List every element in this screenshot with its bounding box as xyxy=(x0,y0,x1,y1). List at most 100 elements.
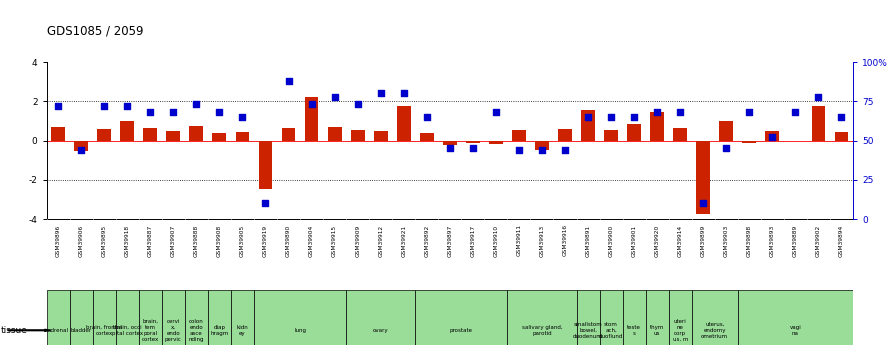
Text: GSM39896: GSM39896 xyxy=(56,225,61,257)
Point xyxy=(811,94,825,99)
Text: GSM39902: GSM39902 xyxy=(816,225,821,257)
Bar xyxy=(512,130,526,141)
Text: brain,
tem
poral
cortex: brain, tem poral cortex xyxy=(142,319,159,342)
Text: teste
s: teste s xyxy=(627,325,641,336)
Text: GSM39898: GSM39898 xyxy=(746,225,752,257)
Bar xyxy=(834,132,849,141)
Text: GSM39901: GSM39901 xyxy=(632,225,637,257)
Text: brain, frontal
cortex: brain, frontal cortex xyxy=(86,325,122,336)
Bar xyxy=(231,290,254,345)
Text: GSM39912: GSM39912 xyxy=(378,225,383,257)
Text: smallstom
bowel,
duodenum: smallstom bowel, duodenum xyxy=(573,322,603,338)
Bar xyxy=(208,290,231,345)
Point xyxy=(281,78,296,84)
Point xyxy=(719,146,734,151)
Bar xyxy=(668,290,692,345)
Point xyxy=(443,146,457,151)
Text: GSM39892: GSM39892 xyxy=(424,225,429,257)
Bar xyxy=(74,141,88,151)
Text: GSM39889: GSM39889 xyxy=(793,225,798,257)
Text: uteri
ne
corp
us, m: uteri ne corp us, m xyxy=(673,319,688,342)
Bar xyxy=(627,124,641,141)
Point xyxy=(189,102,203,107)
Text: GDS1085 / 2059: GDS1085 / 2059 xyxy=(47,25,143,38)
Bar xyxy=(120,121,134,141)
Point xyxy=(350,102,365,107)
Bar xyxy=(604,130,618,141)
Bar xyxy=(415,290,507,345)
Point xyxy=(74,147,89,153)
Text: colon
endo
asce
nding: colon endo asce nding xyxy=(188,319,204,342)
Text: adrenal: adrenal xyxy=(47,328,69,333)
Bar xyxy=(558,129,572,141)
Text: GSM39897: GSM39897 xyxy=(447,225,452,257)
Point xyxy=(488,110,503,115)
Text: cervi
x,
endo
pervic: cervi x, endo pervic xyxy=(165,319,182,342)
Bar xyxy=(535,141,549,150)
Text: brain, occi
pital cortex: brain, occi pital cortex xyxy=(112,325,142,336)
Bar xyxy=(98,129,111,141)
Bar xyxy=(582,110,595,141)
Point xyxy=(788,110,803,115)
Bar xyxy=(507,290,576,345)
Bar xyxy=(719,121,733,141)
Text: GSM39906: GSM39906 xyxy=(79,225,83,257)
Bar xyxy=(397,106,410,141)
Text: GSM39887: GSM39887 xyxy=(148,225,153,257)
Text: GSM39920: GSM39920 xyxy=(655,225,659,257)
Text: stom
ach,
duoflund: stom ach, duoflund xyxy=(599,322,624,338)
Bar xyxy=(466,141,479,142)
Bar xyxy=(328,127,341,141)
Text: kidn
ey: kidn ey xyxy=(237,325,248,336)
Point xyxy=(650,110,664,115)
Bar xyxy=(167,131,180,141)
Point xyxy=(419,114,434,120)
Text: GSM39914: GSM39914 xyxy=(677,225,683,257)
Point xyxy=(166,110,180,115)
Text: GSM39909: GSM39909 xyxy=(355,225,360,257)
Bar xyxy=(51,127,65,141)
Text: bladder: bladder xyxy=(71,328,91,333)
Text: GSM39911: GSM39911 xyxy=(516,225,521,256)
Bar xyxy=(737,290,853,345)
Bar xyxy=(143,128,157,141)
Bar xyxy=(305,97,318,141)
Text: GSM39915: GSM39915 xyxy=(332,225,337,257)
Point xyxy=(512,147,526,153)
Text: lung: lung xyxy=(294,328,306,333)
Text: prostate: prostate xyxy=(450,328,473,333)
Text: GSM39895: GSM39895 xyxy=(101,225,107,257)
Text: ovary: ovary xyxy=(373,328,389,333)
Point xyxy=(258,200,272,206)
Bar xyxy=(254,290,346,345)
Text: GSM39907: GSM39907 xyxy=(171,225,176,257)
Text: GSM39921: GSM39921 xyxy=(401,225,406,257)
Bar xyxy=(489,141,503,144)
Bar xyxy=(646,290,668,345)
Bar xyxy=(139,290,162,345)
Text: GSM39888: GSM39888 xyxy=(194,225,199,257)
Point xyxy=(765,135,780,140)
Point xyxy=(397,91,411,96)
Point xyxy=(327,94,341,99)
Text: GSM39890: GSM39890 xyxy=(286,225,291,257)
Text: GSM39904: GSM39904 xyxy=(309,225,314,257)
Text: GSM39893: GSM39893 xyxy=(770,225,775,257)
Point xyxy=(305,102,319,107)
Point xyxy=(236,114,250,120)
Point xyxy=(120,103,134,109)
Bar xyxy=(599,290,623,345)
Bar xyxy=(185,290,208,345)
Text: thym
us: thym us xyxy=(650,325,664,336)
Bar xyxy=(281,128,296,141)
Point xyxy=(604,114,618,120)
Text: GSM39891: GSM39891 xyxy=(585,225,590,257)
Text: vagi
na: vagi na xyxy=(789,325,801,336)
Point xyxy=(834,114,849,120)
Text: GSM39916: GSM39916 xyxy=(563,225,567,256)
Bar xyxy=(116,290,139,345)
Bar xyxy=(692,290,737,345)
Bar xyxy=(420,133,434,141)
Bar xyxy=(576,290,599,345)
Bar xyxy=(374,131,388,141)
